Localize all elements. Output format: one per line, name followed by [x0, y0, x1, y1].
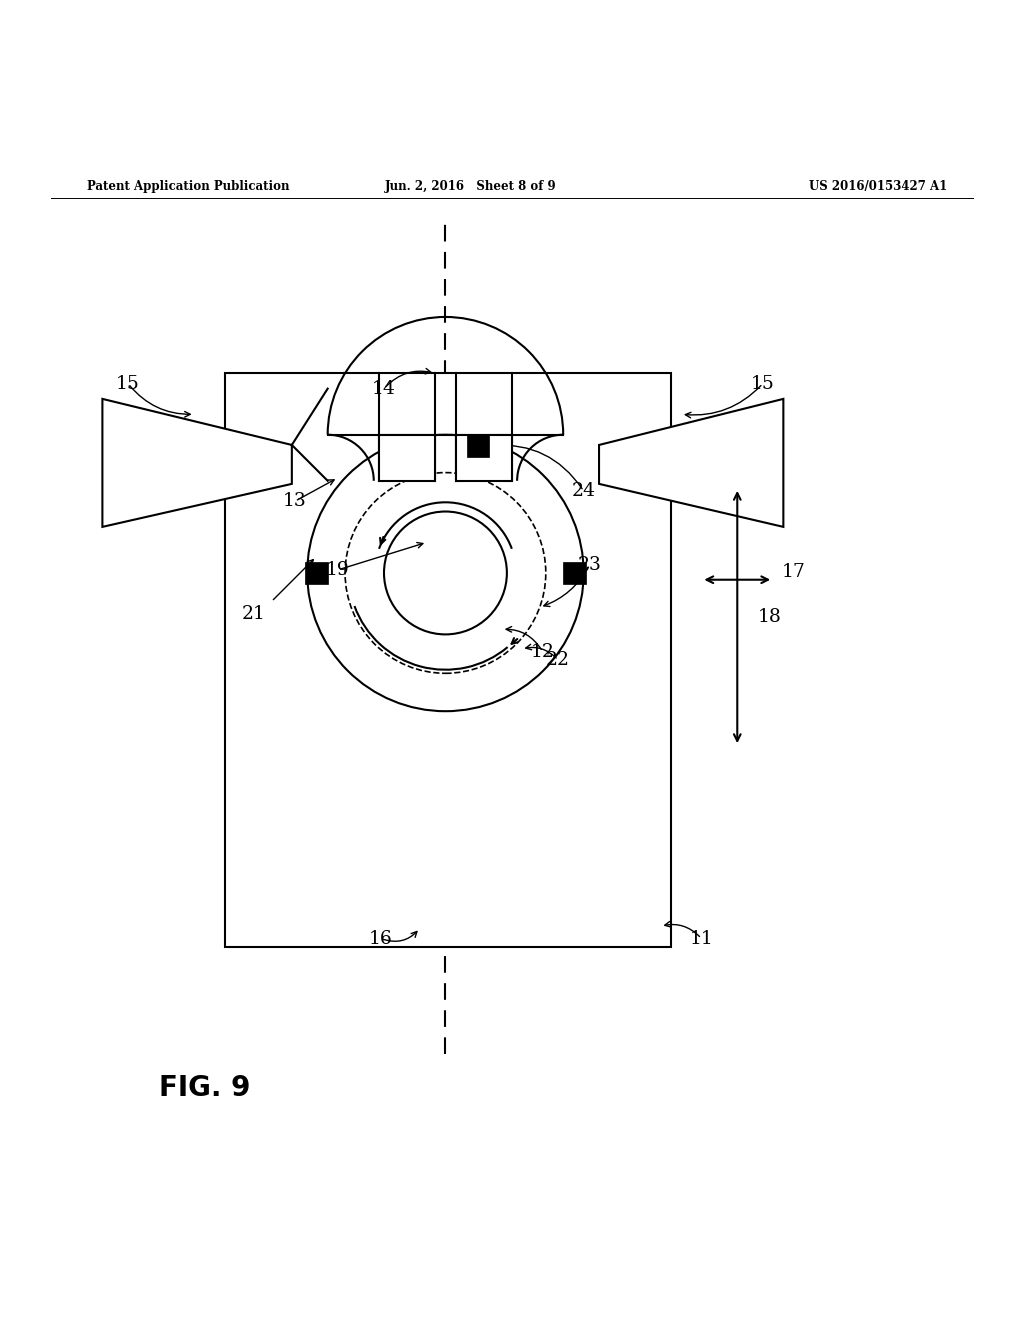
Bar — [225, 374, 671, 946]
Text: 24: 24 — [571, 482, 596, 500]
Text: 11: 11 — [689, 929, 714, 948]
Bar — [456, 434, 512, 480]
Text: Jun. 2, 2016   Sheet 8 of 9: Jun. 2, 2016 Sheet 8 of 9 — [385, 181, 557, 194]
Text: 13: 13 — [283, 492, 307, 511]
Text: 16: 16 — [369, 929, 393, 948]
Text: US 2016/0153427 A1: US 2016/0153427 A1 — [809, 181, 947, 194]
Polygon shape — [599, 399, 783, 527]
Text: 19: 19 — [326, 561, 350, 579]
Text: 18: 18 — [758, 609, 782, 626]
Text: 12: 12 — [530, 643, 555, 661]
Text: 17: 17 — [781, 562, 806, 581]
Text: 22: 22 — [546, 651, 570, 669]
Text: 14: 14 — [372, 380, 396, 397]
Bar — [379, 434, 435, 480]
Bar — [563, 562, 586, 585]
Text: 23: 23 — [578, 556, 602, 574]
Text: Patent Application Publication: Patent Application Publication — [87, 181, 290, 194]
Text: FIG. 9: FIG. 9 — [159, 1074, 250, 1102]
Text: 15: 15 — [751, 375, 775, 392]
Text: 21: 21 — [242, 605, 266, 623]
Polygon shape — [102, 399, 292, 527]
Text: 15: 15 — [116, 375, 140, 392]
Bar — [305, 562, 328, 585]
Bar — [467, 434, 489, 457]
